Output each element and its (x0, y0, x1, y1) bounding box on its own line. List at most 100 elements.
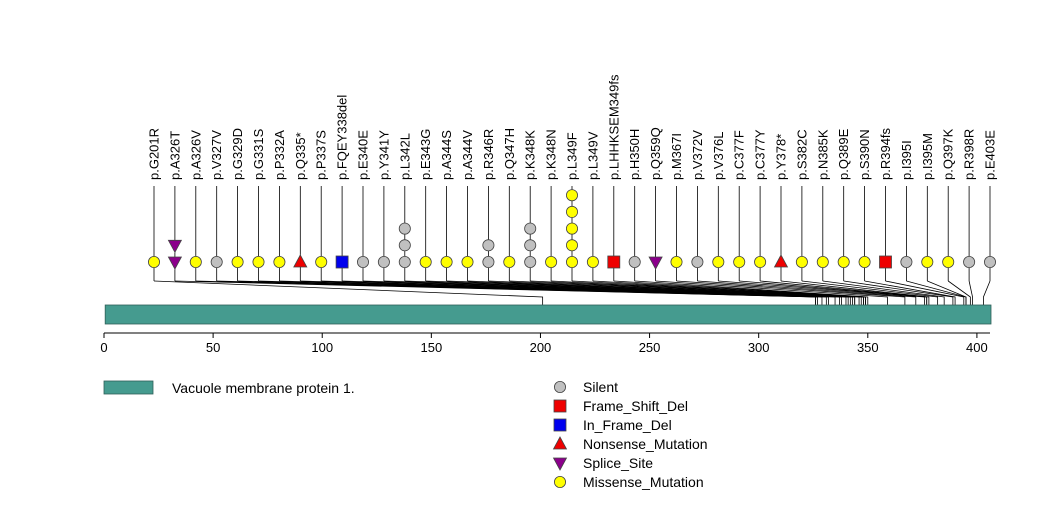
mutation-marker (419, 255, 432, 268)
mutation-label: p.A326V (188, 130, 203, 180)
mutation-marker (754, 255, 767, 268)
protein-domains (104, 304, 992, 325)
mutation-marker (566, 239, 579, 252)
mutation-marker (147, 255, 160, 268)
mutation-marker (816, 255, 829, 268)
mutation-label: p.C377Y (753, 129, 768, 180)
legend-label: Splice_Site (583, 455, 653, 471)
x-tick-label: 250 (639, 340, 661, 355)
mutation-marker (482, 239, 495, 252)
mutation-marker (398, 222, 411, 235)
mutation-marker (607, 255, 621, 269)
legend-marker (554, 380, 567, 393)
mutation-marker (231, 255, 244, 268)
mutation-marker (315, 255, 328, 268)
legend: Vacuole membrane protein 1. Silent Frame_S… (103, 379, 708, 490)
mutation-marker (503, 255, 516, 268)
mutation-label: p.H350H (627, 129, 642, 180)
mutation-marker (440, 255, 453, 268)
legend-marker (553, 418, 567, 432)
mutation-label: p.R398R (962, 129, 977, 180)
legend-label: Silent (583, 379, 618, 395)
mutation-marker (837, 255, 850, 268)
mutation-marker (524, 222, 537, 235)
mutation-marker (691, 255, 704, 268)
legend-domain-swatch (103, 380, 154, 395)
mutation-marker (398, 239, 411, 252)
mutation-marker (356, 255, 369, 268)
x-tick-label: 150 (420, 340, 442, 355)
x-tick-label: 200 (530, 340, 552, 355)
mutation-label: p.A344S (439, 130, 454, 180)
mutation-marker (733, 255, 746, 268)
mutation-marker (773, 254, 789, 268)
mutation-marker (377, 255, 390, 268)
legend-marker (553, 399, 567, 413)
mutation-label: p.Q335* (293, 132, 308, 180)
mutation-label: p.V376L (711, 132, 726, 180)
mutation-label: p.L349F (565, 132, 580, 180)
x-tick-label: 350 (857, 340, 879, 355)
mutation-label: p.E340E (356, 130, 371, 180)
mutation-marker (963, 255, 976, 268)
mutation-label: p.P337S (314, 130, 329, 180)
mutation-labels: p.G201R p.A326T p.A326V p.V327V p.G329D p.G33… (147, 74, 998, 180)
mutation-marker (335, 255, 349, 269)
x-tick-label: 300 (748, 340, 770, 355)
mutation-label: p.C377F (732, 130, 747, 180)
mutation-marker (398, 255, 411, 268)
legend-marker (554, 475, 567, 488)
mutation-marker (252, 255, 265, 268)
mutation-label: p.E343G (418, 129, 433, 180)
mutation-marker (921, 255, 934, 268)
mutation-label: p.P332A (272, 130, 287, 180)
mutation-marker (566, 189, 579, 202)
mutation-marker (586, 255, 599, 268)
domain-bar (104, 304, 992, 325)
legend-marker (552, 457, 568, 471)
mutation-marker (210, 255, 223, 268)
mutation-marker (900, 255, 913, 268)
mutation-marker (670, 255, 683, 268)
mutation-marker (879, 255, 892, 269)
mutation-marker (566, 255, 579, 268)
mutation-marker (795, 255, 808, 268)
mutation-label: p.Q347H (502, 128, 517, 180)
legend-label: Missense_Mutation (583, 474, 704, 490)
mutation-marker (984, 255, 997, 268)
legend-marker (552, 436, 568, 450)
mutation-label: p.FQEY338del (335, 95, 350, 180)
mutation-marker (566, 222, 579, 235)
mutation-marker (482, 255, 495, 268)
x-tick-label: 400 (966, 340, 988, 355)
mutation-marker (293, 254, 308, 268)
mutation-label: p.V372V (690, 130, 705, 180)
mutation-marker (167, 256, 183, 270)
mutation-marker (648, 256, 663, 270)
mutation-marker (461, 255, 474, 268)
lollipop-stems (153, 186, 991, 281)
mutation-marker (524, 255, 537, 268)
mutation-label: p.R394fs (878, 127, 893, 180)
mutation-marker (545, 255, 558, 268)
x-axis: 0 50 100 150 200 250 300 350 400 (100, 332, 990, 355)
legend-label: Frame_Shift_Del (583, 398, 688, 414)
mutation-markers (147, 189, 997, 270)
mutation-marker (566, 205, 579, 218)
mutation-marker (167, 239, 183, 254)
mutation-label: p.Q397K (941, 128, 956, 180)
mutation-label: p.V327V (209, 130, 224, 180)
mutation-label: p.G329D (230, 128, 245, 180)
mutation-label: p.N385K (815, 129, 830, 180)
mutation-label: p.A326T (167, 131, 182, 180)
mutation-label: p.Q389E (836, 128, 851, 180)
x-tick-label: 50 (206, 340, 220, 355)
mutation-label: p.LHHKSEM349fs (606, 74, 621, 180)
mutation-label: p.S382C (794, 129, 809, 180)
mutation-label: p.Y341Y (376, 130, 391, 180)
mutation-label: p.L349V (585, 131, 600, 180)
mutation-marker (712, 255, 725, 268)
mutation-label: p.G331S (251, 128, 266, 180)
x-tick-label: 0 (100, 340, 107, 355)
